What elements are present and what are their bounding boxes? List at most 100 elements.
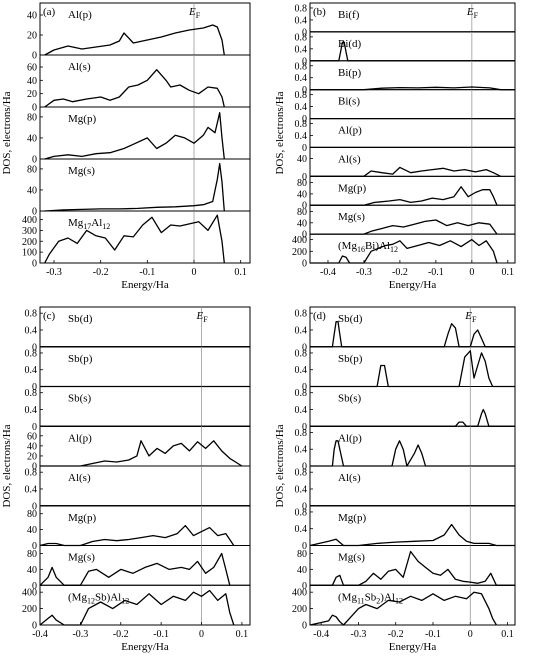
y-tick-label: 0.8 <box>295 309 308 320</box>
y-tick-label: 0.8 <box>25 388 38 399</box>
y-tick-label: 0.8 <box>25 309 38 320</box>
y-tick-label: 20 <box>27 31 37 42</box>
y-tick-label: 0 <box>302 114 307 125</box>
label-subscript: 12 <box>390 245 398 254</box>
subplot-frame <box>309 233 516 264</box>
panel-d: 00.40.8 Sb(d)00.40.8 Sb(p)00.40.8 Sb(s)00.4… <box>274 306 516 653</box>
y-tick-label: 0 <box>32 422 37 433</box>
x-tick-label: 0 <box>192 267 197 278</box>
dos-curve <box>310 238 498 264</box>
y-tick-label: 40 <box>297 154 307 165</box>
series-label: Bi(d) <box>338 38 362 50</box>
label-subscript: 2 <box>376 596 380 605</box>
y-tick-label: 0 <box>302 581 307 592</box>
series-label: Mg(s) <box>68 165 95 177</box>
x-tick-label: 0.1 <box>236 629 249 640</box>
x-tick-label: 0.1 <box>234 267 247 278</box>
x-tick-label: 0 <box>468 629 473 640</box>
series-label: Al(p) <box>338 125 362 137</box>
x-tick-label: 0.1 <box>501 629 514 640</box>
y-axis-label: DOS, electrons/Ha <box>274 91 286 174</box>
y-tick-label: 40 <box>297 189 307 200</box>
y-tick-label: 0 <box>32 501 37 512</box>
series-label: Sb(s) <box>338 393 362 405</box>
subplot-1: 0 0.4 0.8 Sb(p) <box>295 346 516 393</box>
y-tick-label: 80 <box>27 549 37 560</box>
x-tick-label: -0.1 <box>425 629 441 640</box>
y-tick-label: 0 <box>32 207 37 218</box>
y-tick-label: 300 <box>22 226 37 237</box>
fermi-label-main: E <box>464 310 472 322</box>
series-label: Mg17Al12 <box>68 217 110 231</box>
label-subscript: 12 <box>395 596 403 605</box>
y-tick-label: 40 <box>27 76 37 87</box>
y-tick-label: 0 <box>32 541 37 552</box>
y-tick-label: 0 <box>302 172 307 183</box>
label-part: (Mg <box>338 240 357 252</box>
x-tick-label: -0.1 <box>153 629 169 640</box>
y-tick-label: 40 <box>27 133 37 144</box>
subplot-3: 00.40.8 Bi(s) <box>295 89 516 125</box>
subplot-frame <box>39 210 251 264</box>
y-tick-label: 0.4 <box>25 484 38 495</box>
series-label: Al(s) <box>338 472 361 484</box>
y-tick-label: 0.4 <box>295 73 308 84</box>
x-tick-label: -0.2 <box>388 629 404 640</box>
label-part: Bi)Al <box>365 240 390 252</box>
y-tick-label: 400 <box>22 588 37 599</box>
y-tick-label: 0 <box>302 462 307 473</box>
y-tick-label: 0.8 <box>295 388 308 399</box>
y-tick-label: 200 <box>292 604 307 615</box>
y-tick-label: 80 <box>27 509 37 520</box>
y-tick-label: 0.8 <box>295 507 308 518</box>
y-tick-label: 0.4 <box>295 102 308 113</box>
series-label: Bi(s) <box>338 96 360 108</box>
y-tick-label: 0 <box>32 259 37 270</box>
fermi-label: EF <box>196 310 209 324</box>
y-tick-label: 0 <box>302 85 307 96</box>
y-tick-label: 200 <box>22 604 37 615</box>
x-tick-label: -0.3 <box>356 267 372 278</box>
label-subscript: 11 <box>357 596 365 605</box>
y-tick-label: 0.4 <box>295 325 308 336</box>
y-tick-label: 0.8 <box>295 119 308 130</box>
dos-curve <box>44 69 225 108</box>
x-tick-label: 0 <box>199 629 204 640</box>
series-label: Sb(d) <box>68 313 93 325</box>
y-tick-label: 20 <box>27 89 37 100</box>
label-part: (Mg <box>338 591 357 603</box>
dos-curve <box>310 320 515 348</box>
label-part: Mg <box>68 217 84 229</box>
subplot-5: 040 Al(s) <box>297 146 516 183</box>
dos-curve <box>44 214 225 264</box>
y-tick-label: 200 <box>292 247 307 258</box>
panel-label: (b) <box>313 6 326 18</box>
x-axis-label: Energy/Ha <box>121 641 169 653</box>
series-label: Mg(s) <box>338 552 365 564</box>
series-label: Mg(p) <box>68 113 96 125</box>
y-tick-label: 200 <box>22 237 37 248</box>
label-subscript: 17 <box>83 222 91 231</box>
y-tick-label: 0 <box>32 462 37 473</box>
subplot-1: 00.40.8 Bi(d) <box>295 31 516 67</box>
fermi-label-sub: F <box>196 11 201 20</box>
y-tick-label: 0 <box>32 51 37 62</box>
y-tick-label: 80 <box>27 164 37 175</box>
dos-curve <box>39 552 231 586</box>
x-axis-label: Energy/Ha <box>121 279 169 291</box>
y-tick-label: 0 <box>302 259 307 270</box>
subplot-2: 0 40 80 Mg(p) <box>27 106 251 166</box>
x-tick-label: -0.2 <box>93 267 109 278</box>
y-tick-label: 0 <box>302 56 307 67</box>
dos-curve <box>44 24 225 56</box>
y-tick-label: 40 <box>27 185 37 196</box>
y-tick-label: 80 <box>27 112 37 123</box>
y-tick-label: 0 <box>302 27 307 38</box>
series-label: Mg(s) <box>68 552 95 564</box>
y-tick-label: 0.4 <box>295 44 308 55</box>
y-tick-label: 20 <box>27 451 37 462</box>
series-label: Mg(p) <box>68 512 96 524</box>
y-tick-label: 0 <box>302 230 307 241</box>
y-tick-label: 0 <box>32 342 37 353</box>
